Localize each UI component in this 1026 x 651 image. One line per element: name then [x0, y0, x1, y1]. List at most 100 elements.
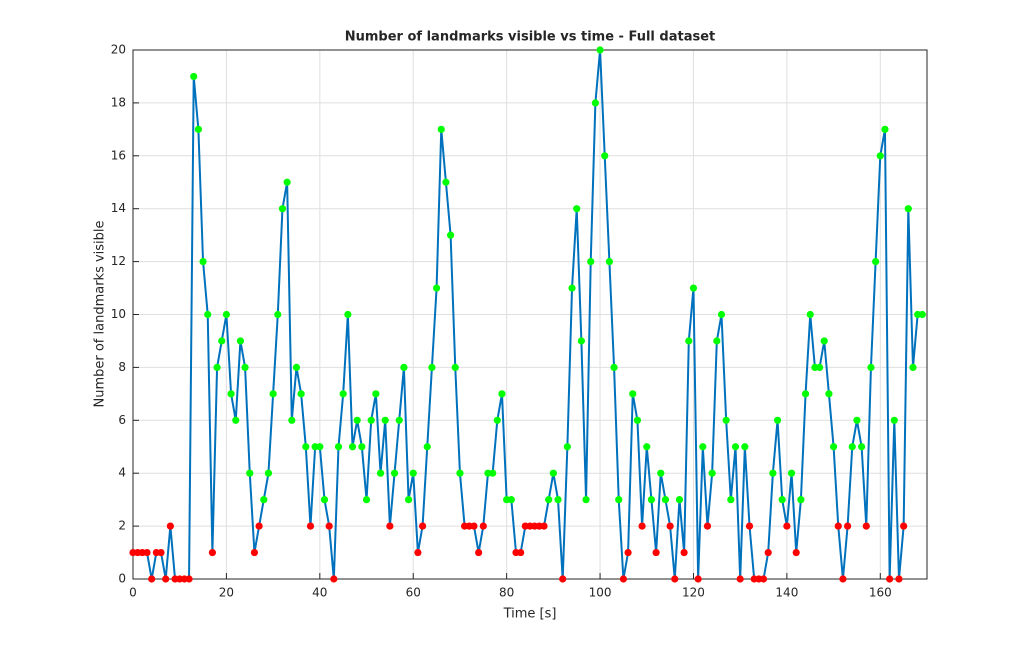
data-point [447, 231, 455, 239]
data-point [615, 496, 623, 504]
data-point [334, 443, 343, 451]
x-tick-label: 160 [869, 586, 892, 600]
data-point [498, 390, 506, 398]
data-point [274, 310, 282, 319]
data-point [264, 469, 273, 477]
data-point [699, 443, 707, 451]
x-tick-label: 140 [775, 586, 798, 600]
y-tick-label: 10 [111, 307, 126, 321]
data-point [582, 496, 590, 504]
data-point [759, 575, 768, 583]
data-point [918, 310, 926, 319]
data-point [769, 469, 777, 477]
plot-frame [132, 49, 928, 580]
data-point [278, 205, 287, 213]
chart-title: Number of landmarks visible vs time - Fu… [345, 30, 716, 45]
data-point [372, 390, 380, 398]
data-point [881, 125, 889, 133]
data-point [694, 575, 702, 583]
data-point [143, 548, 151, 557]
data-point [736, 575, 744, 583]
data-point [414, 548, 422, 557]
y-tick-label: 2 [118, 519, 126, 533]
x-tick-label: 80 [499, 586, 514, 600]
y-tick-label: 4 [118, 466, 126, 480]
data-point [629, 390, 637, 398]
data-point [731, 443, 740, 451]
data-point [269, 390, 277, 398]
data-point [689, 284, 698, 292]
data-point [797, 496, 805, 504]
data-point [423, 443, 431, 451]
data-point [236, 337, 245, 345]
data-point [255, 522, 263, 530]
data-point [493, 416, 501, 424]
data-point [297, 390, 305, 398]
data-point [895, 575, 903, 583]
data-point [647, 496, 656, 504]
y-tick-label: 6 [118, 413, 126, 427]
data-point [437, 125, 445, 133]
data-point [325, 522, 333, 530]
data-point [834, 522, 842, 530]
data-point [208, 548, 216, 557]
data-point [390, 469, 399, 477]
y-tick-label: 12 [111, 254, 126, 268]
data-point [241, 363, 249, 371]
data-point [428, 363, 436, 371]
data-point [386, 522, 394, 530]
data-point [652, 548, 660, 557]
data-point [671, 575, 679, 583]
y-tick-label: 18 [111, 95, 126, 109]
data-point [591, 99, 599, 107]
data-point [773, 416, 782, 424]
data-point [675, 496, 684, 504]
x-tick-label: 20 [219, 586, 234, 600]
data-point [517, 548, 525, 557]
data-point [316, 443, 324, 451]
data-point [815, 363, 824, 371]
x-tick-label: 0 [129, 586, 137, 600]
data-point [872, 258, 880, 266]
data-point [638, 522, 646, 530]
data-point [470, 522, 478, 530]
data-point [745, 522, 754, 530]
data-point [549, 469, 557, 477]
data-point [540, 522, 548, 530]
x-tick-label: 60 [406, 586, 421, 600]
x-tick-label: 40 [312, 586, 327, 600]
y-tick-label: 16 [111, 148, 126, 162]
data-point [825, 390, 833, 398]
data-point [853, 416, 861, 424]
data-point [573, 205, 581, 213]
data-point [353, 416, 361, 424]
data-point [778, 496, 786, 504]
data-point [661, 496, 670, 504]
data-point [633, 416, 642, 424]
data-point [643, 443, 651, 451]
data-point [867, 363, 875, 371]
data-point [708, 469, 716, 477]
data-point [900, 522, 908, 530]
data-point [302, 443, 310, 451]
data-point [890, 416, 898, 424]
y-axis-label: Number of landmarks visible [93, 220, 108, 407]
data-point [418, 522, 427, 530]
data-point [587, 258, 595, 266]
data-point [367, 416, 375, 424]
data-point [344, 310, 352, 319]
y-tick-label: 0 [118, 572, 126, 586]
data-point [764, 548, 772, 557]
data-point [250, 548, 259, 557]
data-point [292, 363, 301, 371]
data-point [166, 522, 174, 530]
data-point [844, 522, 852, 530]
data-point [400, 363, 408, 371]
data-point [559, 575, 567, 583]
data-point [218, 337, 226, 345]
data-point [358, 443, 366, 451]
data-point [260, 496, 268, 504]
data-point [148, 575, 156, 583]
